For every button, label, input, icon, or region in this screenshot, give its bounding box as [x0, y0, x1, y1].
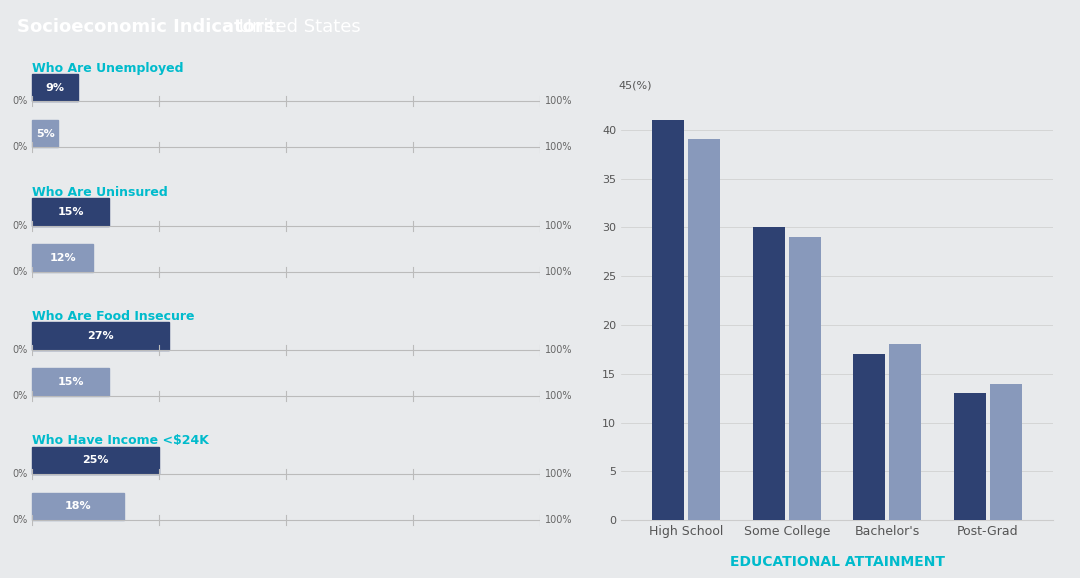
- Text: 9%: 9%: [45, 83, 65, 92]
- Bar: [889, 344, 921, 520]
- Text: 100%: 100%: [545, 97, 572, 106]
- Text: 25%: 25%: [82, 455, 109, 465]
- Text: 100%: 100%: [545, 221, 572, 231]
- Text: 0%: 0%: [12, 345, 27, 355]
- Text: 0%: 0%: [12, 469, 27, 479]
- Bar: [32, 323, 170, 350]
- Text: 27%: 27%: [87, 331, 114, 341]
- Bar: [32, 244, 93, 272]
- Text: 100%: 100%: [545, 266, 572, 276]
- Bar: [32, 447, 160, 474]
- Text: 100%: 100%: [545, 469, 572, 479]
- Text: Who Are Food Insecure: Who Are Food Insecure: [32, 310, 194, 323]
- Text: 0%: 0%: [12, 142, 27, 152]
- X-axis label: EDUCATIONAL ATTAINMENT: EDUCATIONAL ATTAINMENT: [729, 555, 945, 569]
- Text: 0%: 0%: [12, 266, 27, 276]
- Text: United States: United States: [233, 18, 361, 36]
- Text: 100%: 100%: [545, 391, 572, 401]
- Bar: [32, 198, 108, 225]
- Bar: [32, 369, 108, 396]
- Text: 45(%): 45(%): [618, 81, 651, 91]
- Text: Socioeconomic Indicators:: Socioeconomic Indicators:: [17, 18, 282, 36]
- Bar: [753, 227, 785, 520]
- Text: 0%: 0%: [12, 391, 27, 401]
- Text: 5%: 5%: [36, 128, 54, 139]
- Text: 12%: 12%: [50, 253, 77, 263]
- Bar: [32, 120, 58, 147]
- Text: 100%: 100%: [545, 345, 572, 355]
- Text: 0%: 0%: [12, 221, 27, 231]
- Bar: [989, 384, 1022, 520]
- Bar: [788, 237, 821, 520]
- Text: 15%: 15%: [57, 377, 84, 387]
- Bar: [652, 120, 685, 520]
- Text: 100%: 100%: [545, 142, 572, 152]
- Text: 0%: 0%: [12, 515, 27, 525]
- Bar: [853, 354, 886, 520]
- Text: Who Are Unemployed: Who Are Unemployed: [32, 61, 184, 75]
- Bar: [688, 139, 720, 520]
- Bar: [954, 393, 986, 520]
- Text: 15%: 15%: [57, 207, 84, 217]
- Text: 18%: 18%: [65, 501, 92, 512]
- Bar: [32, 492, 124, 520]
- Bar: [32, 74, 78, 101]
- Text: 100%: 100%: [545, 515, 572, 525]
- Text: Who Have Income <$24K: Who Have Income <$24K: [32, 434, 210, 447]
- Text: Who Are Uninsured: Who Are Uninsured: [32, 186, 168, 199]
- Text: 0%: 0%: [12, 97, 27, 106]
